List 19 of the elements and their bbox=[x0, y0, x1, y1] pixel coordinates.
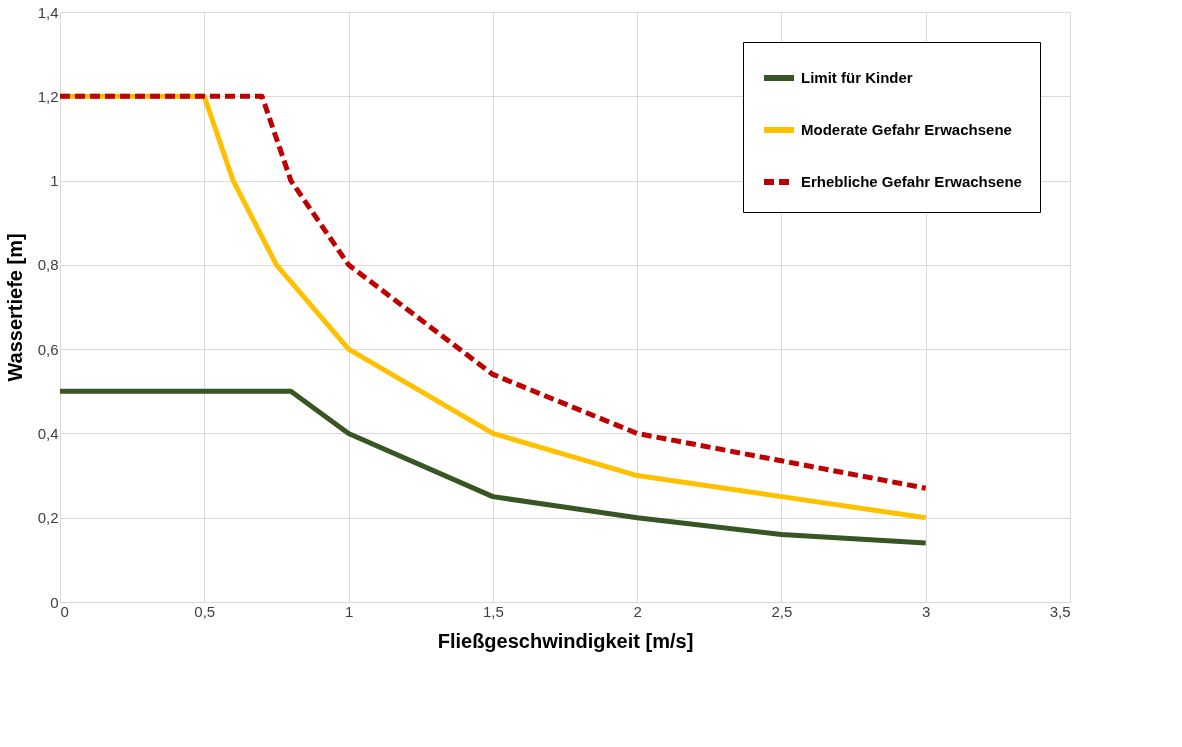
legend-label: Limit für Kinder bbox=[801, 69, 913, 86]
y-tick-label: 1,2 bbox=[37, 87, 59, 105]
y-axis-title: Wassertiefe [m] bbox=[3, 233, 26, 382]
x-axis-title: Fließgeschwindigkeit [m/s] bbox=[437, 629, 694, 652]
x-tick-label: 3,5 bbox=[1049, 602, 1071, 620]
x-tick-label: 0,5 bbox=[194, 602, 216, 620]
legend-label: Moderate Gefahr Erwachsene bbox=[801, 121, 1012, 138]
y-tick-label: 0,8 bbox=[37, 256, 59, 274]
y-tick-label: 1 bbox=[50, 172, 59, 190]
x-tick-label: 2 bbox=[633, 602, 642, 620]
y-tick-label: 0,6 bbox=[37, 340, 59, 358]
x-tick-label: 1 bbox=[344, 602, 354, 620]
y-tick-label: 0,4 bbox=[37, 424, 59, 442]
y-tick-label: 1,4 bbox=[37, 3, 59, 21]
legend-label: Erhebliche Gefahr Erwachsene bbox=[801, 173, 1022, 190]
x-tick-label: 3 bbox=[922, 602, 931, 620]
x-tick-label: 2,5 bbox=[771, 602, 793, 620]
x-tick-label: 1,5 bbox=[482, 602, 504, 620]
y-tick-label: 0,2 bbox=[37, 509, 59, 527]
